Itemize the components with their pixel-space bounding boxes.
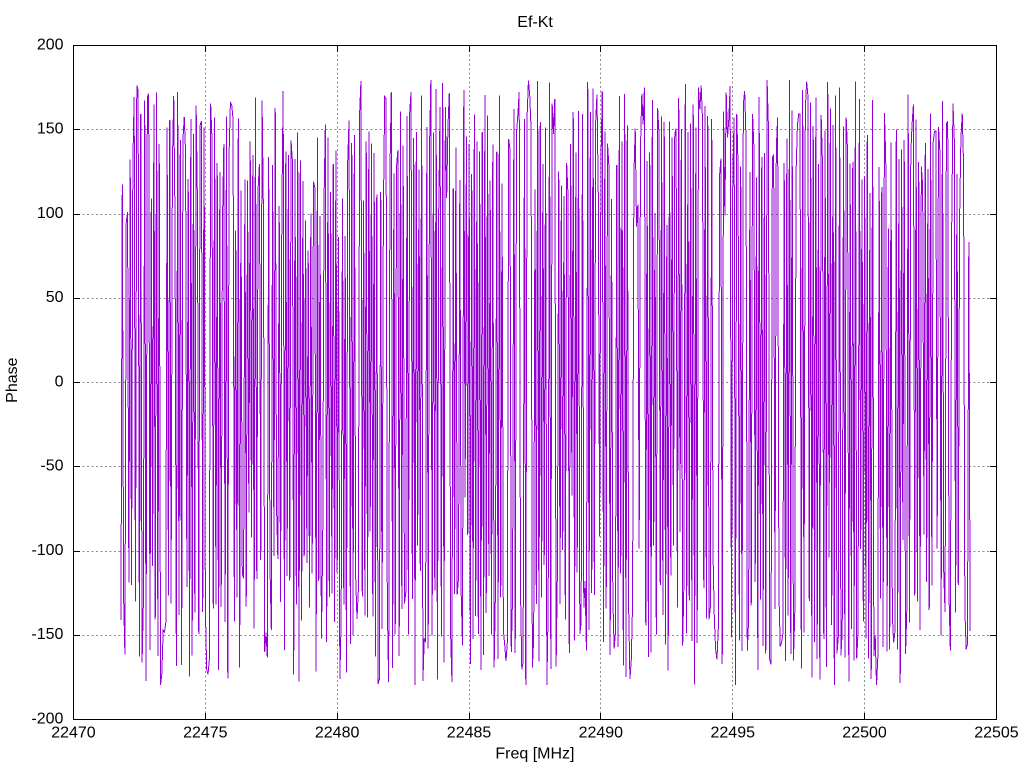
svg-text:22495: 22495: [710, 725, 755, 742]
svg-text:-150: -150: [31, 626, 63, 643]
svg-text:Freq [MHz]: Freq [MHz]: [495, 745, 574, 762]
svg-text:22480: 22480: [315, 724, 360, 741]
svg-text:22485: 22485: [447, 724, 492, 741]
svg-text:100: 100: [37, 205, 64, 222]
svg-text:22490: 22490: [579, 725, 624, 742]
svg-text:22475: 22475: [183, 724, 228, 741]
svg-text:Ef-Kt: Ef-Kt: [517, 14, 553, 31]
svg-text:-50: -50: [40, 458, 63, 475]
svg-text:22505: 22505: [974, 725, 1019, 742]
svg-text:22470: 22470: [51, 724, 96, 741]
svg-text:0: 0: [55, 373, 64, 390]
svg-text:150: 150: [37, 121, 64, 138]
svg-text:22500: 22500: [842, 725, 887, 742]
svg-text:-200: -200: [31, 710, 63, 727]
svg-text:Phase: Phase: [4, 357, 21, 402]
svg-text:200: 200: [37, 36, 64, 53]
svg-text:50: 50: [46, 289, 64, 306]
svg-text:-100: -100: [31, 542, 63, 559]
